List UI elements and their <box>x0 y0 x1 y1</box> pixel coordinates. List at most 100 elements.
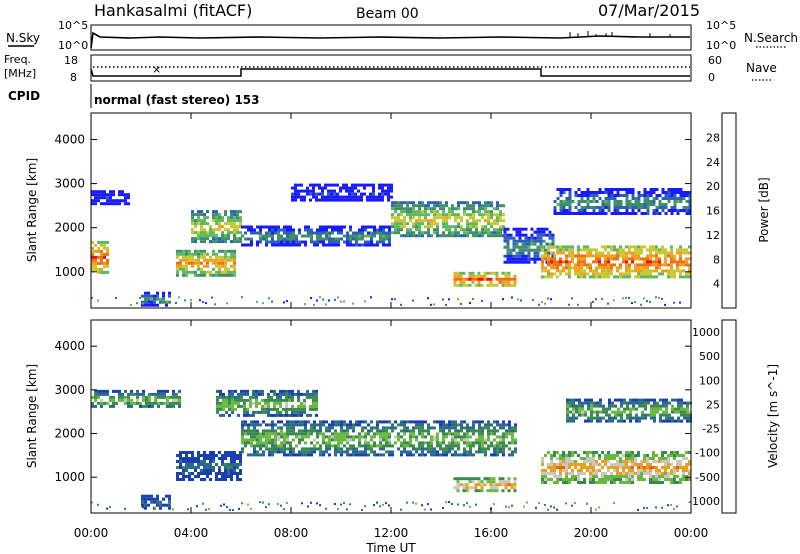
data-cell <box>670 245 673 249</box>
data-cell <box>613 209 617 212</box>
data-cell <box>553 475 556 478</box>
data-cell <box>664 469 667 472</box>
data-cell <box>388 225 391 229</box>
data-cell <box>454 228 457 232</box>
data-cell <box>547 257 550 261</box>
data-cell <box>625 481 628 484</box>
data-cell <box>661 272 664 276</box>
data-cell <box>212 210 215 214</box>
data-cell <box>348 198 351 202</box>
data-cell <box>205 302 207 305</box>
data-cell <box>271 438 274 442</box>
data-cell <box>100 267 103 271</box>
data-cell <box>599 419 602 423</box>
y-tick-label: 2000 <box>54 221 85 235</box>
data-cell <box>147 294 150 298</box>
data-cell <box>671 419 674 423</box>
data-cell <box>682 194 686 197</box>
data-cell <box>364 234 367 238</box>
data-cell <box>565 266 568 270</box>
data-cell <box>238 507 240 510</box>
data-cell <box>688 245 691 249</box>
data-cell <box>316 435 319 439</box>
data-cell <box>162 300 165 304</box>
data-cell <box>595 212 599 215</box>
data-cell <box>280 429 283 433</box>
data-cell <box>418 441 421 445</box>
data-cell <box>375 198 378 202</box>
data-cell <box>315 401 318 405</box>
data-cell <box>649 194 653 197</box>
data-cell <box>370 450 373 454</box>
freq-right-tick-top: 60 <box>708 54 722 67</box>
data-cell <box>586 194 590 197</box>
data-cell <box>334 429 337 433</box>
data-cell <box>658 206 662 209</box>
data-cell <box>234 395 237 399</box>
data-cell <box>504 480 508 484</box>
data-cell <box>216 401 219 405</box>
data-cell <box>337 423 340 427</box>
data-cell <box>319 504 321 507</box>
data-cell <box>655 260 658 264</box>
data-cell <box>661 460 664 463</box>
data-cell <box>227 249 230 253</box>
data-cell <box>472 234 475 238</box>
data-cell <box>147 303 150 307</box>
data-cell <box>115 401 118 405</box>
data-cell <box>322 225 325 229</box>
data-cell <box>279 413 282 417</box>
data-cell <box>334 435 337 439</box>
data-cell <box>298 441 301 445</box>
data-band <box>291 183 393 202</box>
data-cell <box>236 219 239 223</box>
data-cell <box>553 266 556 270</box>
data-cell <box>451 207 454 211</box>
data-cell <box>628 191 632 194</box>
data-cell <box>218 478 221 481</box>
data-cell <box>153 500 156 504</box>
data-cell <box>496 234 499 238</box>
data-cell <box>466 234 469 238</box>
data-cell <box>511 435 514 439</box>
data-cell <box>179 463 182 466</box>
data-cell <box>459 277 463 281</box>
data-cell <box>514 429 517 433</box>
data-cell <box>487 222 490 226</box>
data-cell <box>346 453 349 457</box>
data-cell <box>501 483 505 487</box>
data-cell <box>583 466 586 469</box>
data-cell <box>221 457 224 460</box>
data-cell <box>379 444 382 448</box>
data-cell <box>601 481 604 484</box>
data-cell <box>469 435 472 439</box>
data-cell <box>319 225 322 229</box>
data-cell <box>518 248 522 252</box>
data-cell <box>622 257 625 261</box>
data-cell <box>646 300 648 303</box>
data-cell <box>559 454 562 457</box>
data-cell <box>301 447 304 451</box>
data-cell <box>154 401 157 405</box>
data-cell <box>484 423 487 427</box>
data-cell <box>551 239 555 243</box>
data-cell <box>640 463 643 466</box>
data-cell <box>676 466 679 469</box>
data-cell <box>430 219 433 223</box>
data-cell <box>241 296 243 299</box>
data-cell <box>256 225 259 229</box>
data-cell <box>492 486 496 490</box>
data-cell <box>188 270 191 274</box>
data-cell <box>148 401 151 405</box>
data-cell <box>647 413 650 417</box>
data-cell <box>655 245 658 249</box>
data-cell <box>463 432 466 436</box>
data-cell <box>354 186 357 190</box>
data-cell <box>200 234 203 238</box>
data-cell <box>679 197 683 200</box>
data-cell <box>340 426 343 430</box>
data-cell <box>436 435 439 439</box>
data-cell <box>580 457 583 460</box>
data-cell <box>456 489 460 493</box>
data-cell <box>124 398 127 402</box>
